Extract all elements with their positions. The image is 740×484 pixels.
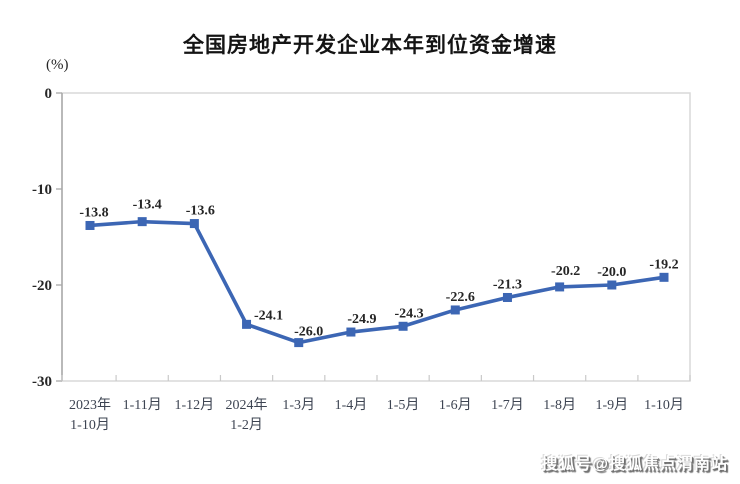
plot-area-border (61, 92, 691, 382)
data-point-marker (242, 319, 252, 329)
x-axis-tick-label: 2023年 (69, 397, 111, 413)
data-point-label: -24.3 (395, 306, 424, 321)
data-point-label: -24.1 (254, 308, 283, 323)
data-point-marker (659, 272, 669, 282)
x-axis-tick-label: 1-5月 (387, 397, 420, 413)
data-point-label: -19.2 (649, 257, 678, 272)
data-point-label: -13.8 (79, 205, 108, 220)
data-point-marker (450, 305, 460, 315)
watermark: 搜狐号@搜狐焦点渭南站 (541, 456, 728, 473)
data-point-marker (398, 321, 408, 331)
x-axis-tick-label: 1-6月 (439, 397, 472, 413)
y-axis-tick-label: -30 (32, 374, 52, 390)
chart-title: 全国房地产开发企业本年到位资金增速 (183, 34, 557, 57)
data-point-marker (137, 217, 147, 227)
data-point-label: -20.0 (597, 265, 626, 280)
line-series (89, 219, 665, 345)
data-point-marker (346, 327, 356, 337)
data-point-marker (189, 219, 199, 229)
y-axis-tick-label: -20 (32, 278, 52, 294)
data-point-marker (607, 280, 617, 290)
data-point-marker (502, 292, 512, 302)
data-point-marker (555, 282, 565, 292)
data-point-label: -26.0 (294, 325, 323, 340)
y-axis-tick-label: 0 (45, 86, 53, 102)
x-axis-tick-label: 1-4月 (335, 397, 368, 413)
x-axis-tick-label: 1-10月 (70, 417, 110, 433)
data-point-label: -20.2 (551, 264, 580, 279)
y-axis-unit-label: (%) (46, 57, 69, 73)
x-axis-tick-label: 1-9月 (595, 397, 628, 413)
data-point-label: -24.9 (347, 312, 376, 327)
data-point-label: -22.6 (446, 290, 475, 305)
x-axis-tick-label: 1-8月 (543, 397, 576, 413)
x-axis-tick-label: 1-10月 (644, 397, 684, 413)
x-axis-tick-label: 1-12月 (175, 397, 215, 413)
x-axis-tick-label: 1-2月 (230, 417, 263, 433)
data-point-marker (294, 338, 304, 348)
x-axis-tick-label: 1-7月 (491, 397, 524, 413)
data-point-label: -13.4 (133, 198, 162, 213)
x-axis-tick-label: 2024年 (226, 397, 268, 413)
data-point-label: -13.6 (186, 204, 215, 219)
data-point-label: -21.3 (493, 277, 522, 292)
x-axis-tick-label: 1-11月 (123, 397, 162, 413)
y-axis-tick-label: -10 (32, 182, 52, 198)
x-axis-tick-label: 1-3月 (282, 397, 315, 413)
data-point-marker (85, 220, 95, 230)
